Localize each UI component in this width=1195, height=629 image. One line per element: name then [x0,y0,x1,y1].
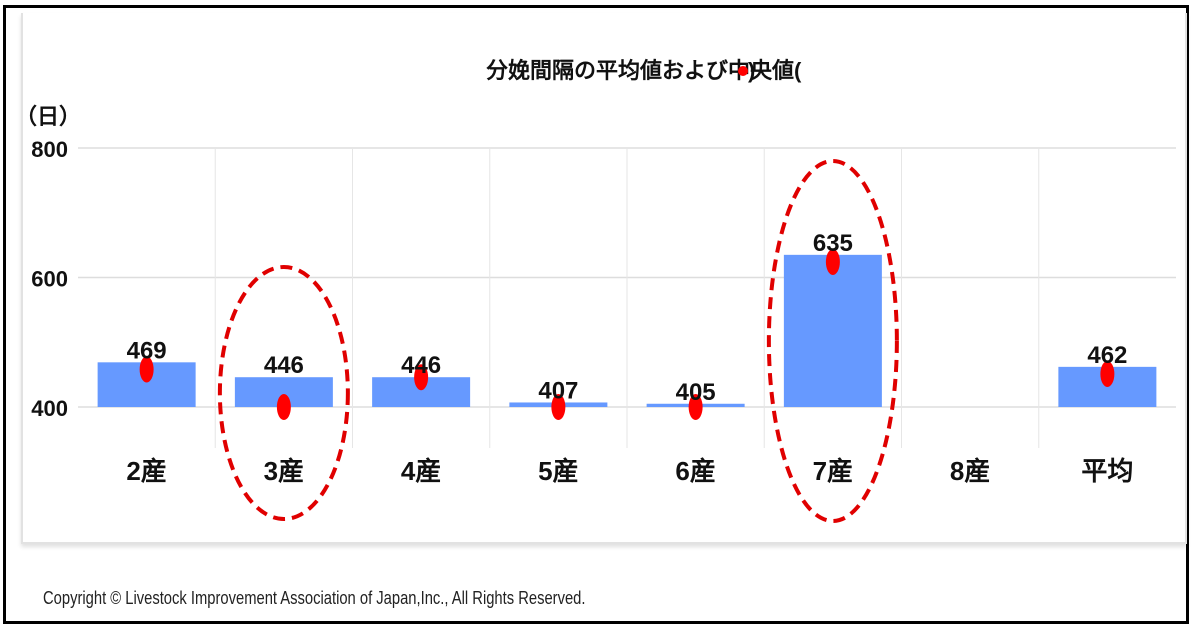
data-label: 635 [813,230,853,257]
y-axis-label: （日） [15,104,81,129]
y-tick-label: 800 [31,137,68,162]
plot-panel [21,13,1187,544]
data-label: 446 [264,352,304,379]
median-marker [688,394,703,420]
y-tick-label: 600 [31,267,68,292]
chart-title: 分娩間隔の平均値および中央値( [486,58,802,83]
data-label: 407 [538,377,578,404]
median-marker [276,394,291,420]
median-marker [139,356,154,383]
x-tick-label: 8産 [950,456,990,486]
copyright-notice: Copyright © Livestock Improvement Associ… [43,588,586,608]
x-tick-label: 平均 [1081,456,1133,486]
median-marker [414,364,429,391]
title-median-marker [738,66,748,76]
x-tick-label: 6産 [675,456,715,486]
data-label: 462 [1087,342,1127,369]
x-tick-label: 7産 [813,456,853,486]
chart-frame: 分娩間隔の平均値および中央値() （日） 400 600 800 469 446 446 407… [3,5,1189,624]
median-marker [551,394,566,420]
highlight-circle [217,265,350,521]
chart-svg: 分娩間隔の平均値および中央値() （日） 400 600 800 469 446 446 407… [15,58,1176,523]
data-label: 446 [401,352,441,379]
highlight-circle [766,159,899,523]
bar [783,254,882,407]
x-tick-label: 2産 [126,456,166,486]
x-tick-label: 4産 [401,456,441,486]
chart-title-suffix: ) [748,58,755,83]
x-tick-label: 3産 [264,456,304,486]
median-marker [1100,360,1115,387]
median-marker [825,248,840,275]
data-label: 469 [127,337,167,364]
x-tick-label: 5産 [538,456,578,486]
data-label: 405 [676,379,716,406]
y-tick-label: 400 [31,396,68,421]
